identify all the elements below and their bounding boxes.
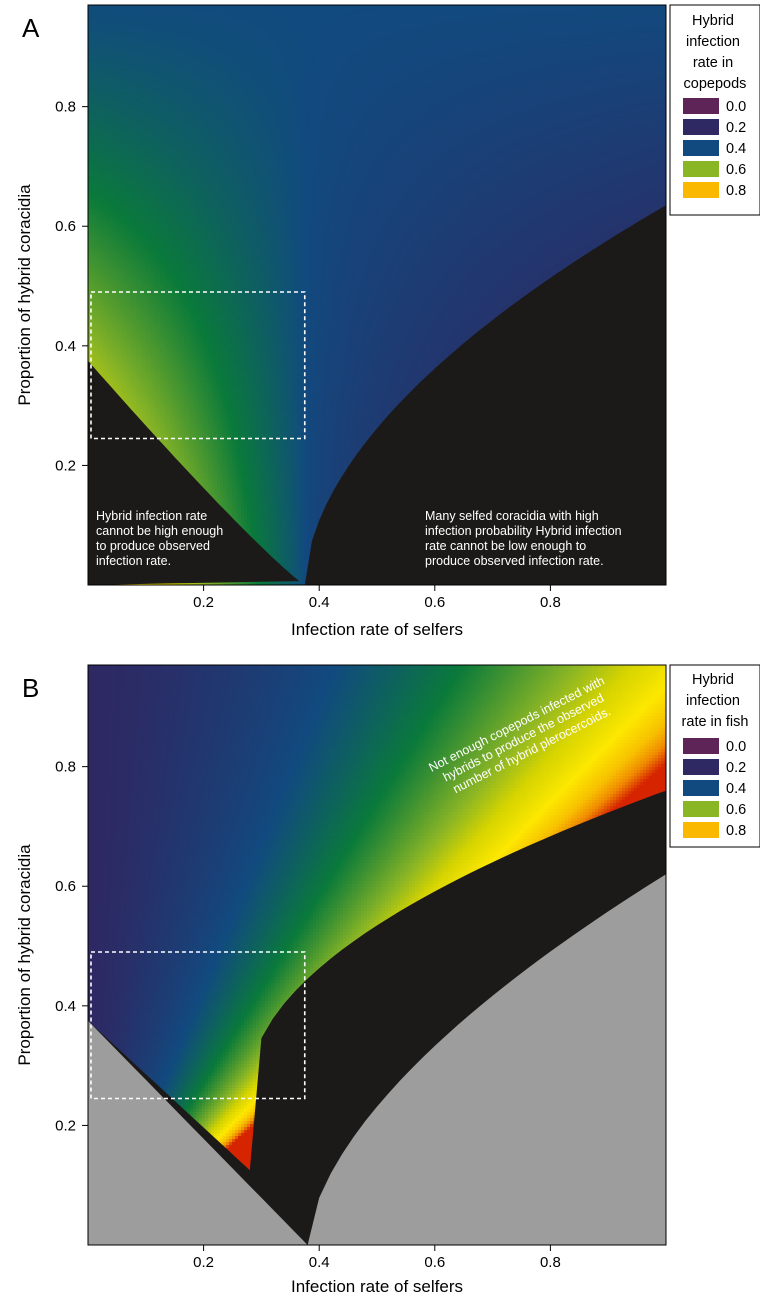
panel-letter-a: A — [22, 13, 40, 43]
panel-a: A Hybrid infection rate cannot be high e… — [15, 5, 760, 639]
heatmap-a — [88, 5, 668, 588]
